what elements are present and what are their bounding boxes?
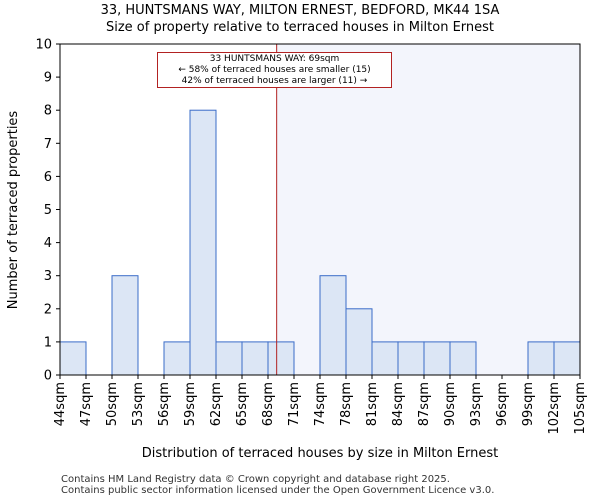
bar-44sqm (59, 341, 87, 376)
bars-group (59, 109, 581, 376)
x-tick-label-96sqm: 96sqm (495, 382, 510, 426)
y-tick-label-9: 9 (44, 71, 52, 86)
bar-84sqm (397, 341, 425, 376)
x-tick-label-84sqm: 84sqm (391, 382, 406, 426)
x-tick-label-71sqm: 71sqm (287, 382, 302, 426)
bar-68sqm (267, 341, 295, 376)
annotation-box: 33 HUNTSMANS WAY: 69sqm ← 58% of terrace… (157, 52, 392, 88)
chart-subtitle: Size of property relative to terraced ho… (105, 20, 495, 35)
bar-102sqm (553, 341, 581, 376)
y-axis-label: Number of terraced properties (6, 111, 21, 310)
y-tick-label-5: 5 (44, 203, 52, 218)
x-tick-label-74sqm: 74sqm (313, 382, 328, 426)
annotation-line-2: ← 58% of terraced houses are smaller (15… (178, 65, 371, 75)
x-axis-label: Distribution of terraced houses by size … (142, 446, 499, 461)
x-tick-label-81sqm: 81sqm (365, 382, 380, 426)
plot-frame (59, 43, 581, 376)
annotation-line-1: 33 HUNTSMANS WAY: 69sqm (209, 54, 340, 64)
annotation-line-3: 42% of terraced houses are larger (11) → (181, 76, 368, 86)
y-tick-label-6: 6 (44, 170, 52, 185)
footer-line-1: Contains HM Land Registry data © Crown c… (61, 474, 450, 485)
x-tick-label-62sqm: 62sqm (209, 382, 224, 426)
y-tick-label-8: 8 (44, 104, 52, 119)
bar-99sqm (527, 341, 555, 376)
bar-50sqm (111, 275, 139, 376)
y-tick-label-7: 7 (44, 137, 52, 152)
x-tick-label-90sqm: 90sqm (443, 382, 458, 426)
y-tick-label-2: 2 (44, 302, 52, 317)
x-tick-label-65sqm: 65sqm (235, 382, 250, 426)
y-tick-label-10: 10 (35, 38, 52, 53)
bar-56sqm (163, 341, 191, 376)
bar-90sqm (449, 341, 477, 376)
footer-line-2: Contains public sector information licen… (61, 485, 495, 496)
bar-81sqm (371, 341, 399, 376)
bar-59sqm (189, 109, 217, 376)
x-tick-label-59sqm: 59sqm (183, 382, 198, 426)
y-tick-label-4: 4 (44, 236, 52, 251)
y-tick-label-1: 1 (44, 335, 52, 350)
bar-78sqm (345, 308, 373, 376)
x-axis: 44sqm 47sqm 50sqm 53sqm 56sqm 59sqm 62sqm 65sqm… (53, 375, 588, 435)
x-tick-label-102sqm: 102sqm (547, 382, 562, 435)
x-tick-label-87sqm: 87sqm (417, 382, 432, 426)
x-tick-label-68sqm: 68sqm (261, 382, 276, 426)
x-tick-label-53sqm: 53sqm (131, 382, 146, 426)
x-tick-label-50sqm: 50sqm (105, 382, 120, 426)
x-tick-label-44sqm: 44sqm (53, 382, 68, 426)
chart-title: 33, HUNTSMANS WAY, MILTON ERNEST, BEDFOR… (100, 3, 500, 18)
x-tick-label-56sqm: 56sqm (157, 382, 172, 426)
bar-62sqm (215, 341, 243, 376)
x-tick-label-99sqm: 99sqm (521, 382, 536, 426)
y-tick-label-0: 0 (44, 369, 52, 384)
x-tick-label-105sqm: 105sqm (573, 382, 588, 435)
x-tick-label-78sqm: 78sqm (339, 382, 354, 426)
bar-87sqm (423, 341, 451, 376)
y-axis: 0 1 2 3 4 5 6 7 8 9 10 (35, 38, 60, 384)
x-tick-label-93sqm: 93sqm (469, 382, 484, 426)
bar-74sqm (319, 275, 347, 376)
x-tick-label-47sqm: 47sqm (79, 382, 94, 426)
bar-65sqm (241, 341, 269, 376)
y-tick-label-3: 3 (44, 269, 52, 284)
